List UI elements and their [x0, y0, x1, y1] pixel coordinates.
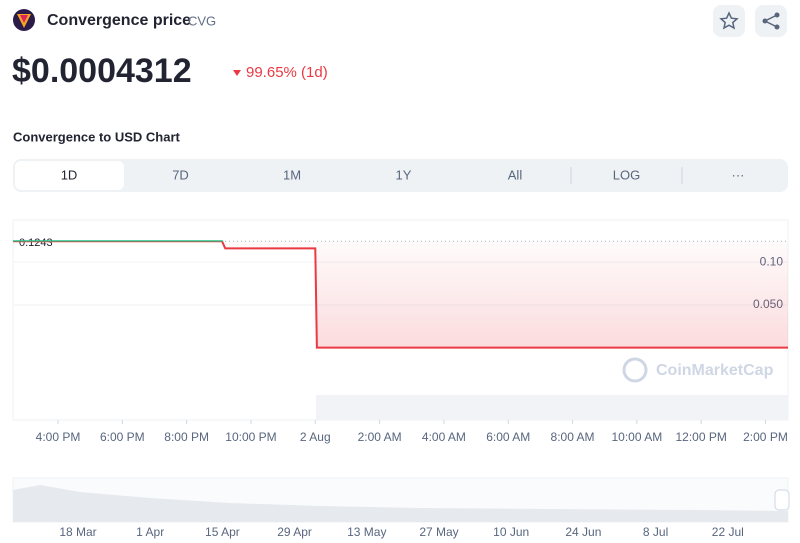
navigator-label: 29 Apr: [277, 525, 312, 539]
x-tick-label: 2 Aug: [300, 430, 331, 444]
navigator-label: 1 Apr: [136, 525, 164, 539]
star-button[interactable]: [713, 5, 745, 37]
x-tick-label: 4:00 PM: [36, 430, 81, 444]
tab[interactable]: LOG: [613, 167, 640, 182]
x-tick-label: 4:00 AM: [422, 430, 466, 444]
watermark: CoinMarketCap: [656, 362, 774, 379]
volume-area: [316, 395, 788, 420]
tab[interactable]: 1D: [61, 167, 78, 182]
coin-title: Convergence price: [47, 12, 191, 29]
x-tick-label: 2:00 PM: [743, 430, 788, 444]
x-tick-label: 10:00 AM: [612, 430, 663, 444]
navigator-handle[interactable]: [774, 489, 790, 511]
section-title: Convergence to USD Chart: [13, 129, 181, 144]
tab[interactable]: ···: [732, 167, 745, 182]
navigator-label: 18 Mar: [59, 525, 96, 539]
coin-symbol: CVG: [188, 13, 216, 28]
navigator-label: 22 Jul: [712, 525, 744, 539]
x-tick-label: 8:00 PM: [164, 430, 209, 444]
tab-bar: [13, 159, 788, 192]
x-tick-label: 8:00 AM: [551, 430, 595, 444]
price-line: [13, 240, 788, 349]
navigator-area: [13, 485, 788, 522]
active-tab: [15, 161, 124, 190]
down-arrow: [233, 70, 241, 76]
tab[interactable]: 1Y: [396, 167, 412, 182]
x-tick-label: 6:00 AM: [486, 430, 530, 444]
x-tick-label: 6:00 PM: [100, 430, 145, 444]
tab[interactable]: 1M: [283, 167, 301, 182]
reference-label: 0.1243: [19, 237, 53, 249]
navigator-label: 24 Jun: [565, 525, 601, 539]
x-tick-label: 10:00 PM: [225, 430, 276, 444]
coin-logo: [13, 9, 35, 31]
share-button[interactable]: [755, 5, 787, 37]
price: $0.0004312: [12, 52, 192, 90]
price-area: [13, 241, 788, 348]
watermark-logo: [622, 357, 648, 383]
tab[interactable]: All: [508, 167, 523, 182]
price-change: 99.65% (1d): [246, 64, 328, 81]
navigator-label: 15 Apr: [205, 525, 240, 539]
navigator-label: 10 Jun: [493, 525, 529, 539]
navigator-label: 13 May: [347, 525, 386, 539]
tab[interactable]: 7D: [172, 167, 189, 182]
navigator-label: 27 May: [419, 525, 458, 539]
x-tick-label: 12:00 PM: [675, 430, 726, 444]
navigator-label: 8 Jul: [643, 525, 668, 539]
x-tick-label: 2:00 AM: [358, 430, 402, 444]
